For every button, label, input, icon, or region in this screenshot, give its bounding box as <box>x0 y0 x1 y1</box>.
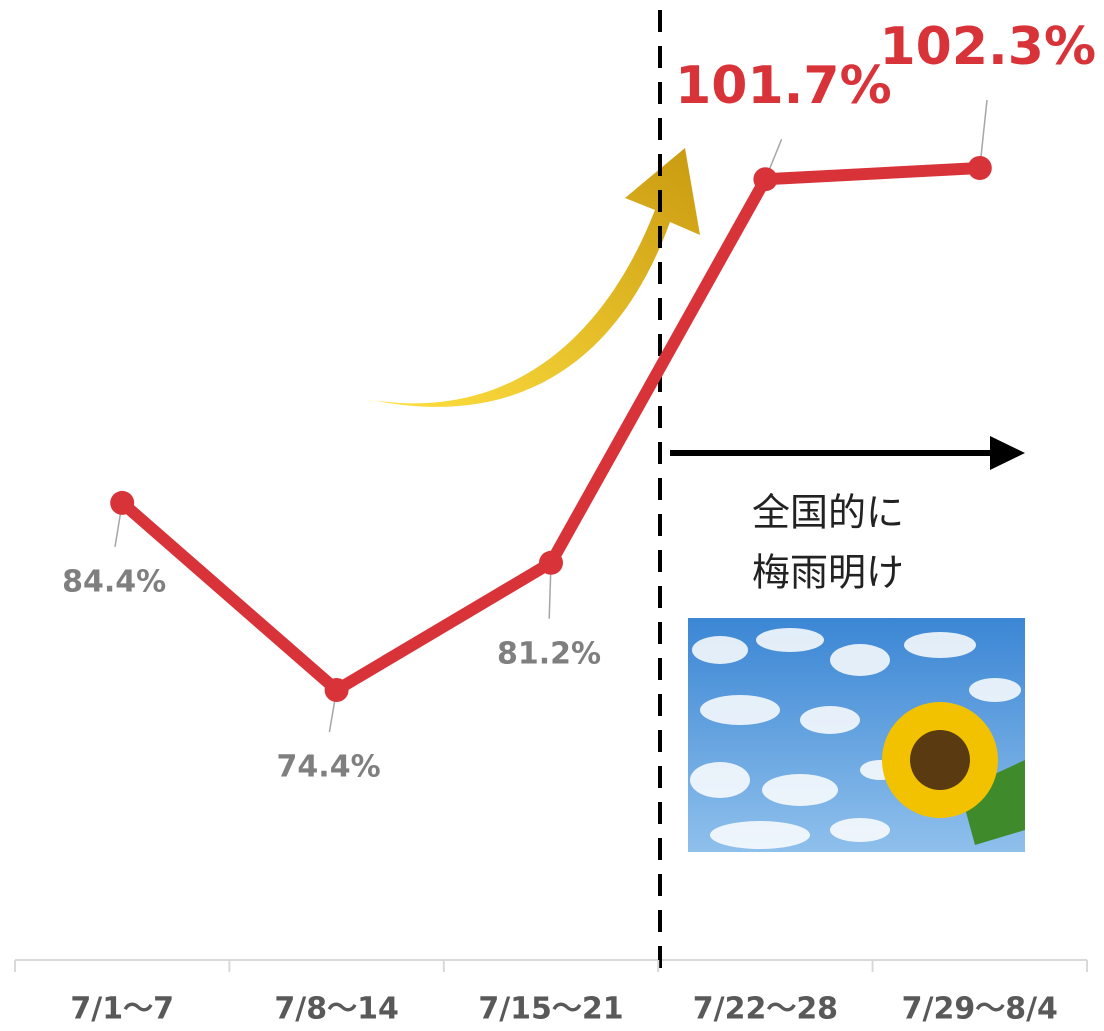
x-tick-label: 7/15〜21 <box>478 992 623 1027</box>
x-tick-label: 7/29〜8/4 <box>902 992 1058 1027</box>
value-label: 74.4% <box>277 750 381 785</box>
value-label: 81.2% <box>497 636 601 671</box>
point <box>324 678 349 702</box>
period-arrow-head <box>990 436 1025 470</box>
line <box>118 162 981 696</box>
point <box>753 167 778 192</box>
x-tick-label: 7/8〜14 <box>274 992 398 1027</box>
value-label: 84.4% <box>62 564 166 599</box>
photo <box>688 618 1025 852</box>
x-tick-label: 7/22〜28 <box>693 992 838 1027</box>
value-label: 102.3% <box>880 17 1097 77</box>
rise-arrow <box>372 148 700 407</box>
annotation: 全国的に <box>752 491 904 535</box>
annotation: 梅雨明け <box>752 551 904 595</box>
point <box>539 550 563 575</box>
value-label: 101.7% <box>675 56 892 116</box>
point <box>967 156 992 180</box>
point <box>110 490 135 515</box>
x-tick-label: 7/1〜7 <box>70 992 174 1027</box>
